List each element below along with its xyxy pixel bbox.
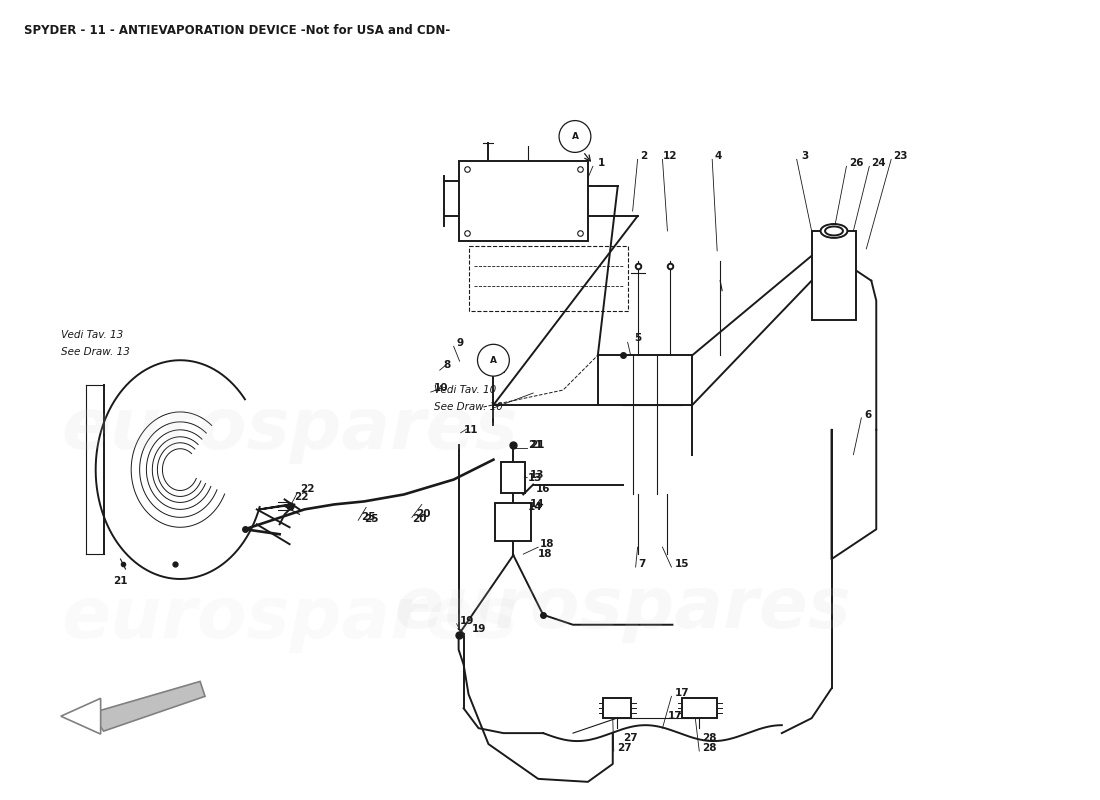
Text: 10: 10 [433, 383, 449, 393]
Text: 27: 27 [623, 733, 637, 743]
Text: 8: 8 [443, 360, 451, 370]
Text: 28: 28 [702, 733, 717, 743]
Text: 22: 22 [295, 493, 309, 502]
Text: Vedi Tav. 13: Vedi Tav. 13 [60, 330, 123, 340]
Circle shape [477, 344, 509, 376]
Text: 14: 14 [528, 502, 543, 512]
Text: 23: 23 [893, 151, 907, 162]
Bar [459, 162, 587, 241]
Text: 20: 20 [416, 510, 430, 519]
Text: See Draw. 10: See Draw. 10 [433, 402, 503, 412]
Text: 5: 5 [635, 334, 642, 343]
Text: 3: 3 [802, 151, 808, 162]
Text: 12: 12 [662, 151, 676, 162]
Text: 15: 15 [674, 559, 689, 569]
Text: 18: 18 [540, 539, 554, 549]
Text: 18: 18 [538, 549, 552, 559]
Text: eurospares: eurospares [394, 574, 851, 643]
Text: 22: 22 [300, 485, 315, 494]
Text: 17: 17 [668, 711, 682, 722]
Text: 24: 24 [871, 158, 886, 168]
Text: 14: 14 [530, 499, 544, 510]
Polygon shape [60, 698, 100, 734]
Text: A: A [490, 356, 497, 365]
Text: See Draw. 13: See Draw. 13 [60, 347, 130, 358]
Text: 21: 21 [528, 440, 542, 450]
Bar [495, 503, 531, 542]
Bar [603, 698, 630, 718]
Text: 2: 2 [640, 151, 648, 162]
Text: 17: 17 [674, 688, 689, 698]
Text: 26: 26 [849, 158, 864, 168]
Text: 1: 1 [597, 158, 605, 168]
Text: 19: 19 [472, 624, 486, 634]
Bar [682, 698, 717, 718]
Text: 11: 11 [463, 425, 478, 435]
Text: 21: 21 [530, 440, 544, 450]
Text: eurospares: eurospares [62, 584, 518, 654]
Polygon shape [90, 682, 205, 731]
Text: 28: 28 [702, 743, 717, 753]
Text: eurospares: eurospares [62, 395, 518, 464]
Text: 7: 7 [639, 559, 646, 569]
Text: A: A [572, 132, 579, 141]
Text: 25: 25 [361, 512, 376, 522]
Text: 13: 13 [530, 470, 544, 479]
Text: Vedi Tav. 10: Vedi Tav. 10 [433, 385, 496, 395]
Bar [502, 462, 525, 494]
Text: 13: 13 [528, 473, 542, 482]
Text: 27: 27 [617, 743, 631, 753]
Text: 20: 20 [411, 514, 427, 524]
Text: 25: 25 [364, 514, 378, 524]
Bar [469, 246, 628, 310]
Text: 19: 19 [460, 616, 474, 626]
Text: SPYDER - 11 - ANTIEVAPORATION DEVICE -Not for USA and CDN-: SPYDER - 11 - ANTIEVAPORATION DEVICE -No… [24, 24, 450, 37]
Ellipse shape [821, 224, 847, 238]
Text: 9: 9 [456, 338, 464, 348]
Text: 4: 4 [714, 151, 722, 162]
Circle shape [559, 121, 591, 152]
Text: 21: 21 [113, 576, 128, 586]
Text: 6: 6 [865, 410, 871, 420]
Ellipse shape [825, 226, 843, 235]
Bar [812, 231, 857, 321]
Text: 16: 16 [536, 485, 551, 494]
